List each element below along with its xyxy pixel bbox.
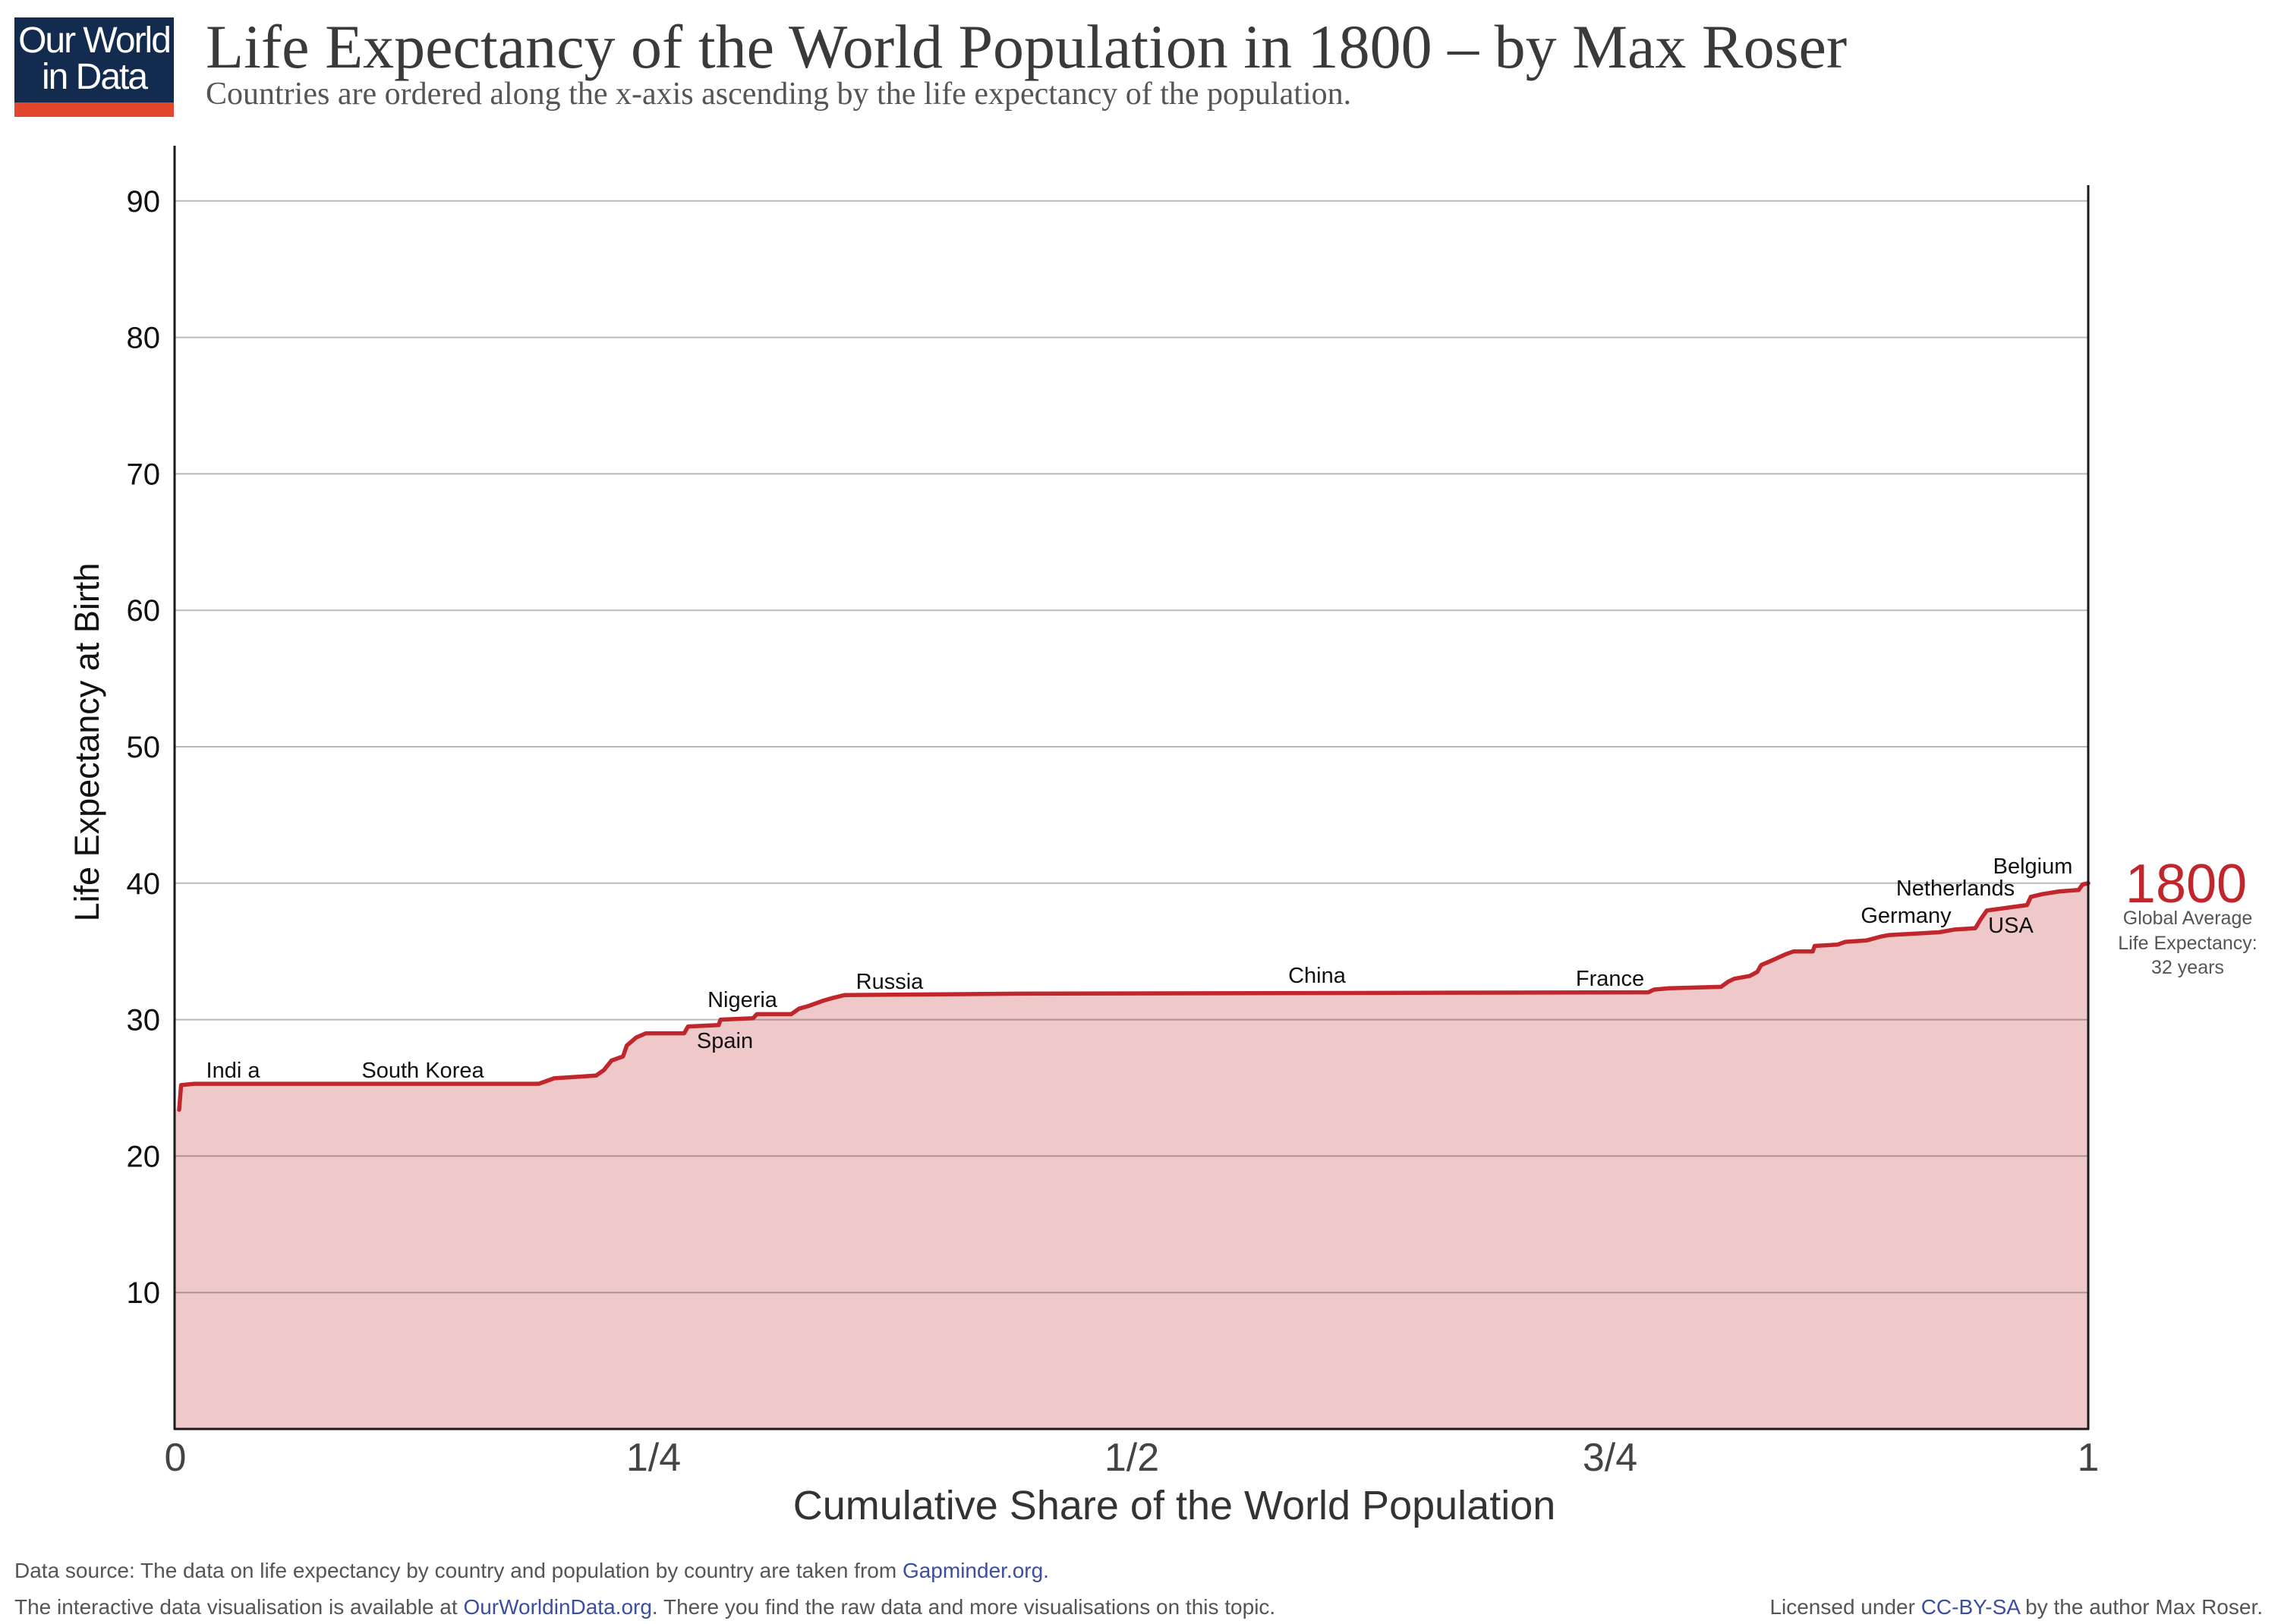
- country-annotations: Indi a South Korea Nigeria Spain Russia …: [206, 854, 2073, 1083]
- data-source-text: Data source: The data on life expectancy…: [14, 1559, 903, 1582]
- global-average-label: Global Average: [2123, 908, 2253, 929]
- ourworldindata-link[interactable]: OurWorldinData.org: [463, 1595, 652, 1619]
- x-tick-label: 1/4: [626, 1436, 681, 1480]
- y-tick-label: 60: [127, 594, 161, 628]
- annotation-nigeria: Nigeria: [707, 988, 778, 1012]
- series-line: [177, 881, 2091, 1113]
- logo-accent-bar: [14, 102, 174, 117]
- logo-text-line2: in Data: [41, 57, 148, 97]
- y-tick-label: 20: [127, 1140, 161, 1173]
- annotation-china: China: [1288, 964, 1347, 988]
- y-tick-labels: 10 20 30 40 50 60 70 80 90: [127, 185, 161, 1310]
- y-tick-label: 10: [127, 1276, 161, 1310]
- annotation-south-korea: South Korea: [361, 1059, 484, 1083]
- annotation-india: Indi a: [206, 1059, 261, 1083]
- gapminder-link[interactable]: Gapminder.org.: [902, 1559, 1049, 1582]
- data-source-note: Data source: The data on life expectancy…: [14, 1560, 1049, 1582]
- x-tick-label: 1/2: [1104, 1436, 1159, 1480]
- series-year-label: 1800: [2125, 854, 2247, 914]
- area-fill: [175, 883, 2088, 1429]
- y-tick-label: 40: [127, 867, 161, 901]
- y-tick-label: 70: [127, 458, 161, 491]
- cc-by-sa-link[interactable]: CC-BY-SA: [1920, 1595, 2020, 1619]
- interactive-text: The interactive data visualisation is av…: [14, 1595, 464, 1619]
- y-tick-label: 90: [127, 185, 161, 219]
- chart-subtitle: Countries are ordered along the x-axis a…: [206, 77, 1352, 112]
- annotation-netherlands: Netherlands: [1896, 877, 2015, 901]
- logo-text-line1: Our World: [18, 20, 172, 61]
- x-tick-label: 0: [165, 1436, 187, 1480]
- annotation-russia: Russia: [856, 970, 925, 994]
- annotation-france: France: [1576, 967, 1644, 991]
- license-suffix: by the author Max Roser.: [2019, 1595, 2263, 1619]
- gridlines: [175, 200, 2088, 1294]
- x-tick-labels: 0 1/4 1/2 3/4 1: [165, 1436, 2100, 1480]
- annotation-belgium: Belgium: [1993, 854, 2073, 879]
- y-axis-title: Life Expectancy at Birth: [68, 563, 106, 922]
- x-axis-title: Cumulative Share of the World Population: [793, 1483, 1556, 1528]
- interactive-note: The interactive data visualisation is av…: [14, 1597, 1275, 1618]
- license-prefix: Licensed under: [1769, 1595, 1921, 1619]
- annotation-spain: Spain: [697, 1029, 753, 1053]
- x-tick-label: 1: [2078, 1436, 2100, 1480]
- annotation-usa: USA: [1988, 914, 2034, 938]
- interactive-suffix: . There you find the raw data and more v…: [651, 1595, 1276, 1619]
- global-average-label: Life Expectancy:: [2118, 933, 2257, 954]
- chart-title: Life Expectancy of the World Population …: [206, 12, 1848, 81]
- x-tick-label: 3/4: [1583, 1436, 1637, 1480]
- global-average-value: 32 years: [2151, 957, 2224, 978]
- y-tick-label: 30: [127, 1004, 161, 1037]
- y-tick-label: 50: [127, 731, 161, 764]
- annotation-germany: Germany: [1861, 904, 1952, 928]
- license-note: Licensed under CC-BY-SA by the author Ma…: [1769, 1597, 2263, 1618]
- our-world-in-data-logo[interactable]: Our World in Data: [14, 17, 174, 102]
- y-tick-label: 80: [127, 322, 161, 355]
